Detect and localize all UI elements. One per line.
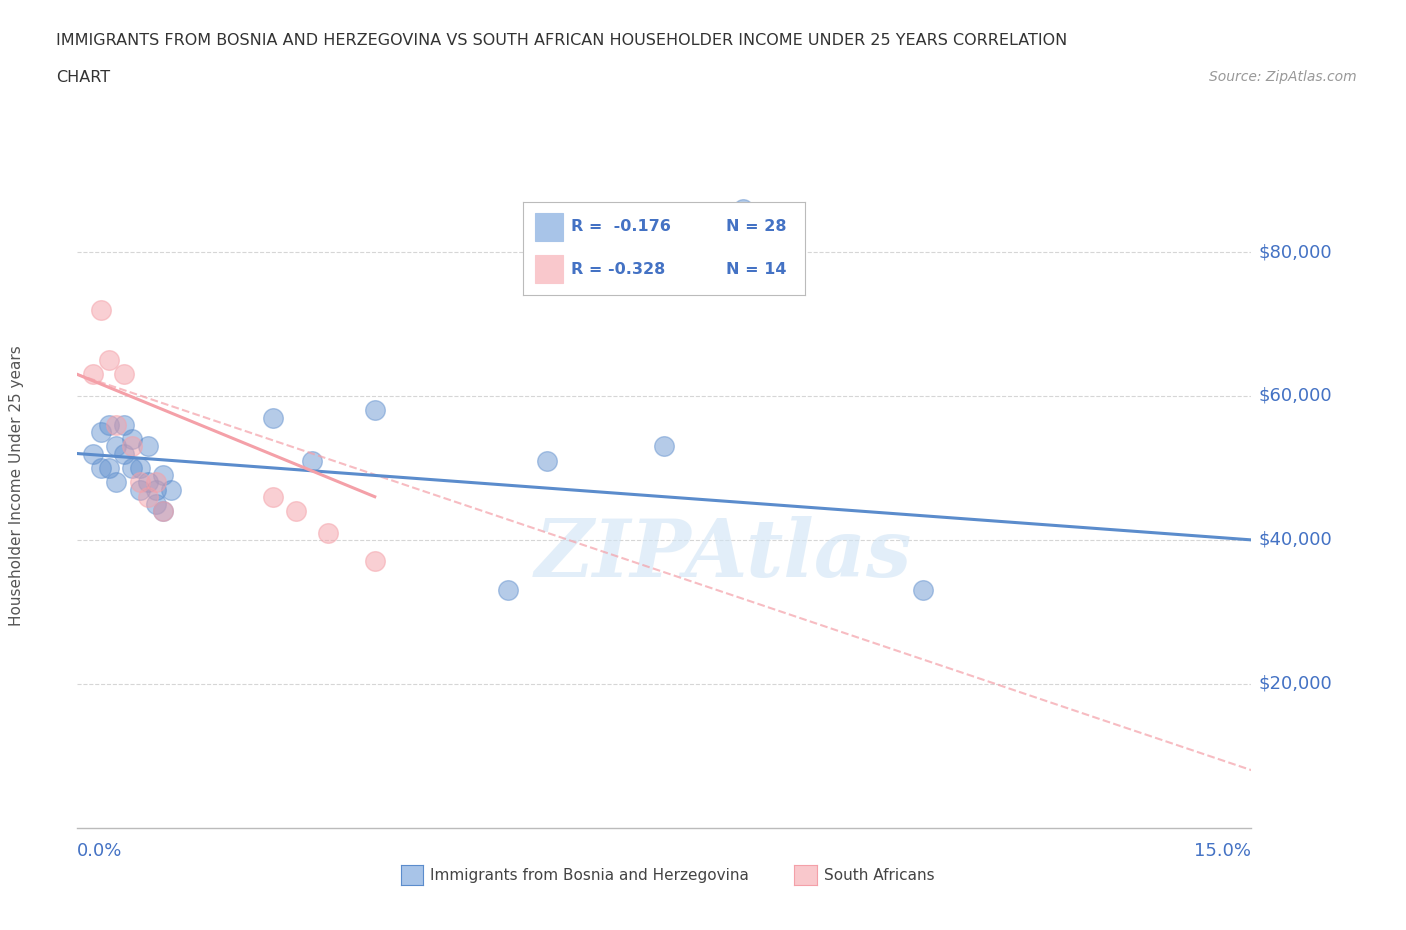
Point — [145, 482, 167, 497]
Point — [652, 439, 676, 454]
Point — [82, 446, 104, 461]
Point — [105, 475, 128, 490]
Point — [121, 439, 143, 454]
Text: $60,000: $60,000 — [1258, 387, 1331, 405]
Text: N = 14: N = 14 — [725, 262, 786, 277]
Text: $80,000: $80,000 — [1258, 243, 1331, 261]
Point — [911, 583, 934, 598]
Point — [121, 432, 143, 446]
Point — [129, 460, 152, 475]
Point — [301, 453, 323, 468]
Point — [129, 475, 152, 490]
Text: N = 28: N = 28 — [725, 219, 786, 234]
Point — [145, 497, 167, 512]
Text: Source: ZipAtlas.com: Source: ZipAtlas.com — [1209, 70, 1357, 84]
Text: $20,000: $20,000 — [1258, 675, 1331, 693]
Point — [90, 302, 112, 317]
Text: Householder Income Under 25 years: Householder Income Under 25 years — [10, 345, 24, 626]
Point — [364, 403, 387, 418]
Bar — [534, 256, 562, 284]
Point — [364, 554, 387, 569]
Point — [112, 446, 135, 461]
Text: ZIPAtlas: ZIPAtlas — [534, 515, 911, 593]
Point — [82, 367, 104, 382]
Point — [136, 475, 159, 490]
Text: R =  -0.176: R = -0.176 — [571, 219, 671, 234]
Point — [136, 439, 159, 454]
Text: 15.0%: 15.0% — [1194, 842, 1251, 859]
Text: Immigrants from Bosnia and Herzegovina: Immigrants from Bosnia and Herzegovina — [430, 868, 749, 883]
Text: R = -0.328: R = -0.328 — [571, 262, 665, 277]
Point — [97, 460, 120, 475]
Bar — [534, 213, 562, 241]
Point — [496, 583, 519, 598]
Text: South Africans: South Africans — [824, 868, 935, 883]
Point — [160, 482, 183, 497]
Point — [121, 460, 143, 475]
Point — [145, 475, 167, 490]
Point — [97, 418, 120, 432]
Point — [112, 367, 135, 382]
Point — [105, 418, 128, 432]
Text: $40,000: $40,000 — [1258, 531, 1331, 549]
Point — [731, 202, 754, 217]
Point — [262, 410, 284, 425]
Point — [136, 489, 159, 504]
Point — [152, 468, 174, 483]
Point — [112, 418, 135, 432]
Point — [90, 460, 112, 475]
Point — [152, 504, 174, 519]
Point — [285, 504, 308, 519]
Point — [152, 504, 174, 519]
Point — [97, 352, 120, 367]
Point — [90, 424, 112, 439]
Text: IMMIGRANTS FROM BOSNIA AND HERZEGOVINA VS SOUTH AFRICAN HOUSEHOLDER INCOME UNDER: IMMIGRANTS FROM BOSNIA AND HERZEGOVINA V… — [56, 33, 1067, 47]
Point — [536, 453, 558, 468]
Point — [105, 439, 128, 454]
Point — [129, 482, 152, 497]
Text: 0.0%: 0.0% — [77, 842, 122, 859]
Point — [262, 489, 284, 504]
Text: CHART: CHART — [56, 70, 110, 85]
Point — [316, 525, 339, 540]
